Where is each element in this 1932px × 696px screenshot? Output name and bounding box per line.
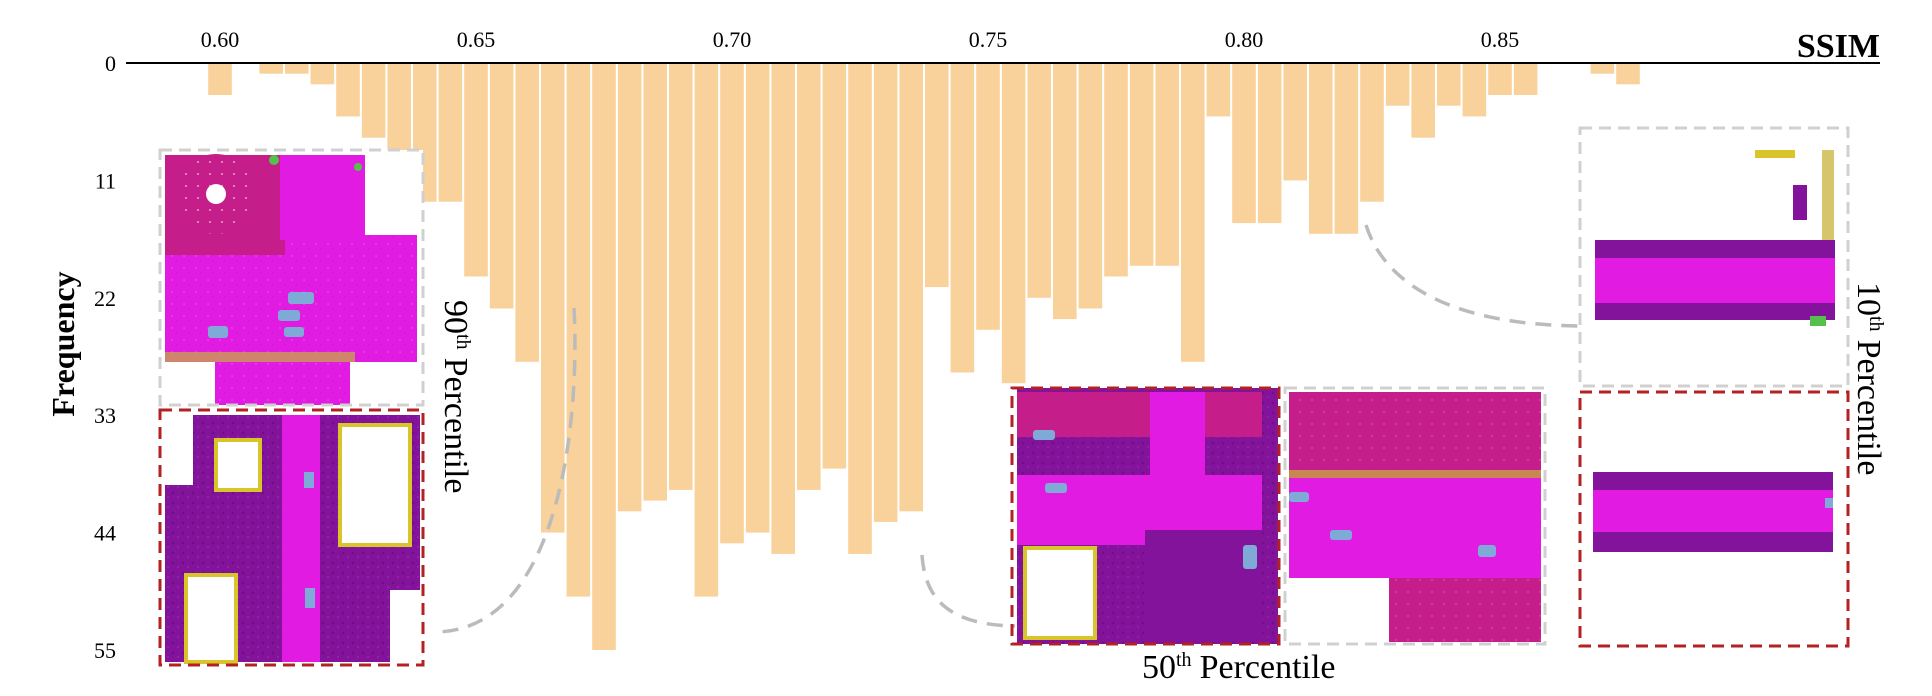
x-tick-label: 0.60 bbox=[201, 27, 240, 52]
thumbnail-p50-reference bbox=[1283, 386, 1547, 646]
histogram-bar bbox=[1104, 64, 1128, 277]
histogram-bar bbox=[259, 64, 283, 74]
label-p50: 50th Percentile bbox=[1142, 649, 1336, 686]
y-tick-label: 11 bbox=[95, 168, 116, 193]
y-tick-label: 22 bbox=[94, 286, 116, 311]
y-tick-label: 33 bbox=[94, 403, 116, 428]
label-p50-word: Percentile bbox=[1200, 649, 1336, 686]
histogram-bar bbox=[797, 64, 821, 490]
connector-curves bbox=[435, 224, 1583, 634]
x-tick-label: 0.70 bbox=[713, 27, 752, 52]
histogram-bar bbox=[899, 64, 923, 512]
histogram-bar bbox=[771, 64, 795, 554]
histogram-bar bbox=[873, 64, 898, 522]
y-tick-labels: 0 11 22 33 44 55 bbox=[94, 51, 116, 663]
histogram-bar bbox=[285, 64, 309, 74]
histogram-bar bbox=[1411, 64, 1435, 138]
label-p90: 90th Percentile bbox=[437, 300, 474, 494]
histogram-bar bbox=[848, 64, 872, 554]
histogram-bar bbox=[1590, 64, 1615, 74]
histogram-bars bbox=[208, 64, 1640, 650]
histogram-bar bbox=[925, 64, 949, 288]
x-tick-label: 0.85 bbox=[1481, 27, 1520, 52]
thumbnail-p10-prediction bbox=[1578, 390, 1850, 648]
label-p50-suffix: th bbox=[1176, 649, 1192, 671]
histogram-bar bbox=[1462, 64, 1487, 117]
histogram-bar bbox=[1155, 64, 1179, 266]
histogram-bar bbox=[1257, 64, 1282, 224]
histogram-bar bbox=[361, 64, 386, 138]
label-p50-number: 50 bbox=[1142, 649, 1176, 686]
histogram-bar bbox=[438, 64, 463, 202]
histogram-bar bbox=[745, 64, 770, 533]
histogram-bar bbox=[1181, 64, 1205, 362]
connector-p50 bbox=[920, 554, 1016, 628]
histogram-bar bbox=[464, 64, 488, 277]
histogram-bar bbox=[950, 64, 975, 373]
histogram-bar bbox=[592, 64, 616, 650]
histogram-bar bbox=[1616, 64, 1640, 85]
thumbnails-p50: 50th Percentile bbox=[1010, 386, 1547, 686]
histogram-bar bbox=[310, 64, 335, 85]
thumbnails-p90: 90th Percentile bbox=[158, 148, 474, 667]
label-p10-suffix: th bbox=[1865, 316, 1887, 332]
histogram-bar bbox=[1027, 64, 1051, 298]
x-tick-label: 0.80 bbox=[1225, 27, 1264, 52]
x-tick-label: 0.75 bbox=[969, 27, 1008, 52]
x-tick-labels: 0.60 0.65 0.70 0.75 0.80 0.85 bbox=[201, 27, 1520, 52]
histogram-bar bbox=[720, 64, 744, 544]
label-p90-number: 90 bbox=[437, 300, 474, 334]
histogram-bar bbox=[1513, 64, 1538, 95]
histogram-bar bbox=[1488, 64, 1512, 95]
histogram-bar bbox=[1232, 64, 1256, 224]
histogram-bar bbox=[1360, 64, 1384, 202]
connector-p10 bbox=[1364, 224, 1583, 328]
histogram-bar bbox=[1309, 64, 1333, 234]
histogram-bar bbox=[1001, 64, 1026, 384]
connector-p90 bbox=[435, 307, 577, 634]
label-p90-suffix: th bbox=[452, 334, 474, 350]
histogram-bar bbox=[1078, 64, 1103, 309]
histogram-bar bbox=[1206, 64, 1231, 117]
label-p90-word: Percentile bbox=[437, 358, 474, 494]
thumbnail-p90-prediction bbox=[158, 408, 425, 667]
label-p10-number: 10 bbox=[1850, 282, 1887, 316]
thumbnail-p90-reference bbox=[158, 148, 425, 407]
thumbnails-p10: 10th Percentile bbox=[1578, 126, 1887, 648]
y-tick-label: 0 bbox=[105, 51, 116, 76]
x-axis-title: SSIM bbox=[1797, 28, 1880, 65]
histogram-bar bbox=[1334, 64, 1359, 234]
histogram-bar bbox=[566, 64, 591, 597]
histogram-bar bbox=[694, 64, 719, 597]
histogram-bar bbox=[617, 64, 642, 512]
histogram-bar bbox=[1129, 64, 1154, 266]
label-p10-word: Percentile bbox=[1850, 340, 1887, 476]
label-p10: 10th Percentile bbox=[1850, 282, 1887, 476]
histogram-bar bbox=[489, 64, 514, 309]
histogram-bar bbox=[1283, 64, 1307, 181]
x-tick-label: 0.65 bbox=[457, 27, 496, 52]
y-tick-label: 55 bbox=[94, 638, 116, 663]
histogram-bar bbox=[1385, 64, 1410, 106]
histogram-bar bbox=[822, 64, 847, 469]
thumbnail-p50-prediction bbox=[1010, 386, 1281, 646]
y-axis-title: Frequency bbox=[45, 271, 81, 416]
thumbnail-p10-reference bbox=[1578, 126, 1850, 388]
histogram-bar bbox=[669, 64, 693, 490]
histogram-bar bbox=[1053, 64, 1077, 320]
histogram-bar bbox=[1437, 64, 1461, 106]
histogram-bar bbox=[515, 64, 539, 362]
histogram-bar bbox=[976, 64, 1000, 330]
y-tick-label: 44 bbox=[94, 521, 116, 546]
histogram-bar bbox=[208, 64, 232, 95]
histogram-bar bbox=[643, 64, 667, 501]
histogram-bar bbox=[541, 64, 565, 533]
histogram-bar bbox=[336, 64, 360, 117]
